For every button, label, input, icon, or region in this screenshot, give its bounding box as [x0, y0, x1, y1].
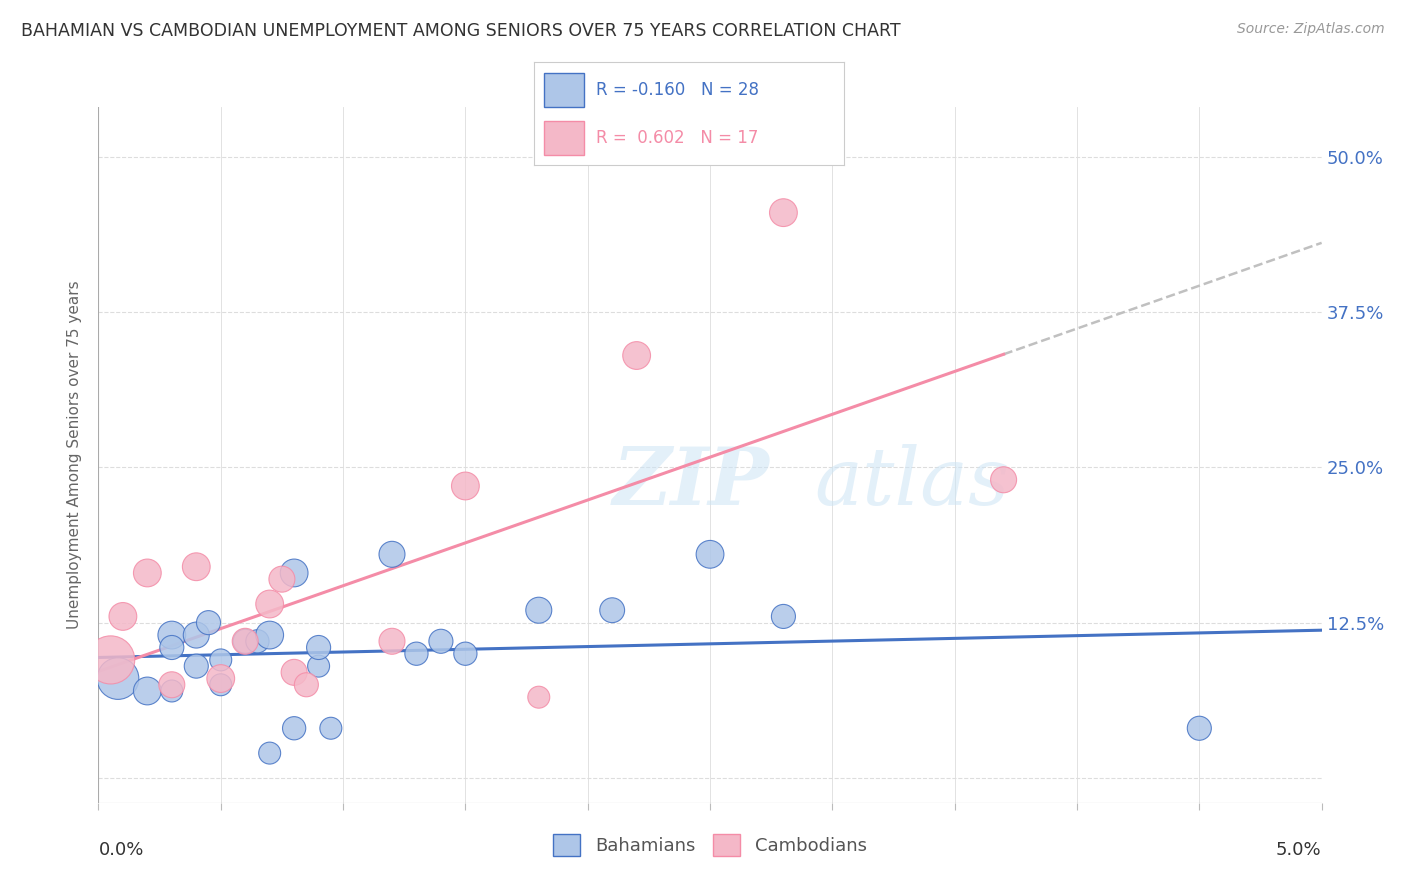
- Point: [319, 721, 342, 735]
- Point: [107, 672, 129, 686]
- Bar: [544, 73, 583, 106]
- Text: R =  0.602   N = 17: R = 0.602 N = 17: [596, 128, 758, 147]
- Legend: Bahamians, Cambodians: Bahamians, Cambodians: [546, 827, 875, 863]
- Point: [160, 628, 183, 642]
- Point: [527, 603, 550, 617]
- Point: [160, 678, 183, 692]
- Text: atlas: atlas: [814, 444, 1010, 522]
- Point: [527, 690, 550, 705]
- Point: [186, 628, 208, 642]
- Point: [381, 634, 404, 648]
- Text: BAHAMIAN VS CAMBODIAN UNEMPLOYMENT AMONG SENIORS OVER 75 YEARS CORRELATION CHART: BAHAMIAN VS CAMBODIAN UNEMPLOYMENT AMONG…: [21, 22, 901, 40]
- Text: ZIP: ZIP: [612, 444, 769, 522]
- Point: [283, 665, 305, 680]
- Point: [1188, 721, 1211, 735]
- Point: [270, 572, 292, 586]
- Point: [259, 628, 281, 642]
- Point: [209, 672, 232, 686]
- Point: [160, 684, 183, 698]
- Point: [197, 615, 219, 630]
- Point: [283, 721, 305, 735]
- Text: 0.0%: 0.0%: [98, 841, 143, 859]
- Point: [430, 634, 453, 648]
- Point: [186, 659, 208, 673]
- Bar: [544, 121, 583, 155]
- Point: [295, 678, 318, 692]
- Point: [283, 566, 305, 580]
- Point: [772, 205, 794, 219]
- Point: [454, 647, 477, 661]
- Point: [308, 659, 330, 673]
- Point: [160, 640, 183, 655]
- Text: R = -0.160   N = 28: R = -0.160 N = 28: [596, 80, 759, 99]
- Point: [405, 647, 427, 661]
- Point: [209, 653, 232, 667]
- Text: 5.0%: 5.0%: [1277, 841, 1322, 859]
- Point: [136, 566, 159, 580]
- Point: [209, 678, 232, 692]
- Point: [246, 634, 269, 648]
- Point: [772, 609, 794, 624]
- Point: [100, 653, 122, 667]
- Point: [259, 597, 281, 611]
- Point: [308, 640, 330, 655]
- Point: [233, 634, 256, 648]
- Point: [626, 349, 648, 363]
- Y-axis label: Unemployment Among Seniors over 75 years: Unemployment Among Seniors over 75 years: [67, 281, 83, 629]
- Point: [454, 479, 477, 493]
- Point: [699, 547, 721, 561]
- Point: [111, 609, 134, 624]
- Point: [993, 473, 1015, 487]
- Point: [381, 547, 404, 561]
- Point: [233, 634, 256, 648]
- Point: [600, 603, 623, 617]
- Point: [259, 746, 281, 760]
- Text: Source: ZipAtlas.com: Source: ZipAtlas.com: [1237, 22, 1385, 37]
- Point: [186, 559, 208, 574]
- Point: [136, 684, 159, 698]
